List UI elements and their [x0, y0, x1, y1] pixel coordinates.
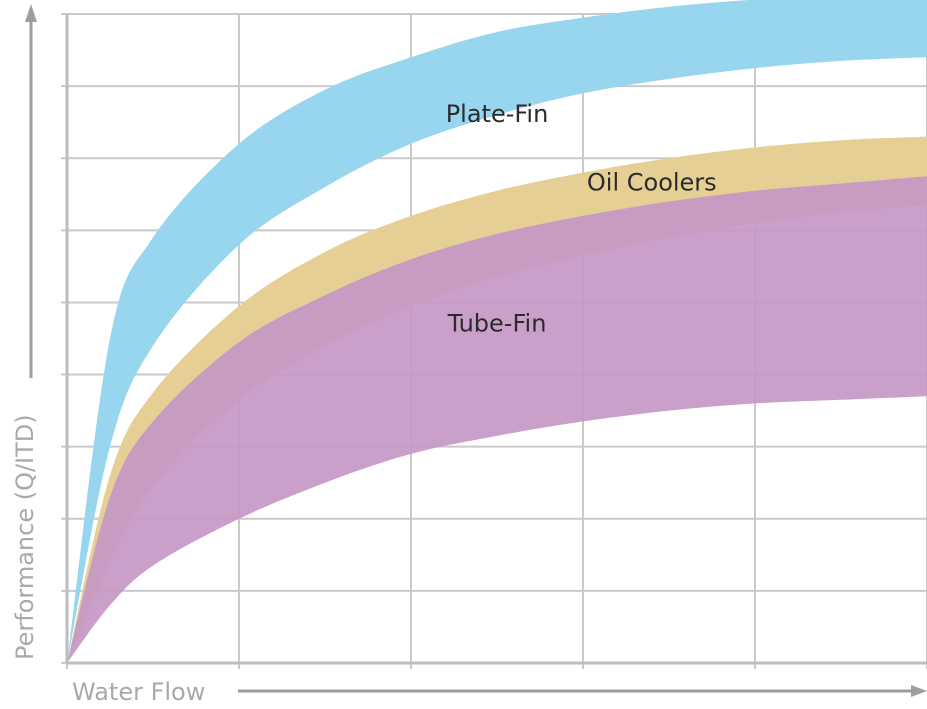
x-axis-arrow-head-icon	[911, 685, 927, 697]
label-tube-fin: Tube-Fin	[447, 309, 547, 337]
y-axis-arrow-head-icon	[25, 4, 37, 22]
bands	[67, 0, 927, 664]
axis-arrows	[25, 4, 927, 697]
label-plate-fin: Plate-Fin	[446, 100, 549, 128]
y-axis-label: Performance (Q/ITD)	[11, 414, 39, 660]
x-axis-label: Water Flow	[72, 678, 205, 706]
label-oil-coolers: Oil Coolers	[587, 169, 717, 197]
band-tube-fin	[67, 176, 927, 664]
band-plate-fin	[67, 0, 927, 663]
axes	[65, 14, 927, 665]
band-labels: Plate-Fin Oil Coolers Tube-Fin	[446, 100, 717, 337]
